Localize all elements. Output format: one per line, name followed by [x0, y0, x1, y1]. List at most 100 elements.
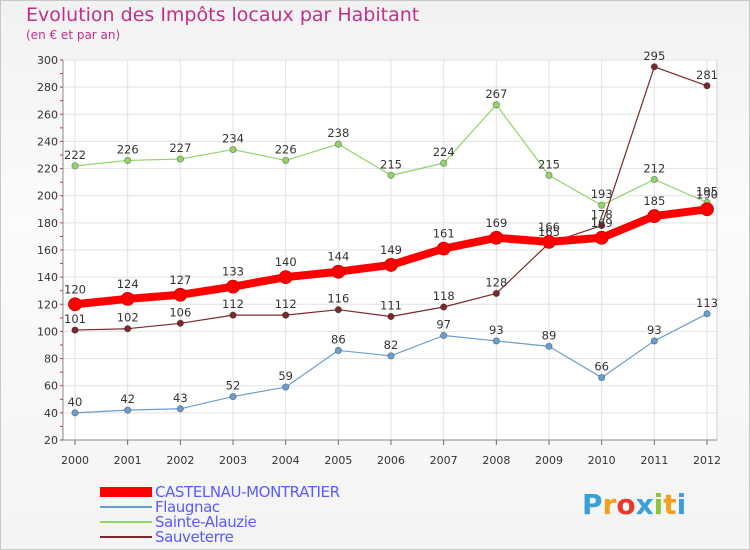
- data-label-sauveterre: 118: [433, 289, 455, 303]
- data-label-sainte-alauzie: 226: [117, 142, 139, 156]
- legend-swatch: [100, 506, 152, 508]
- data-point-flaugnac: [334, 346, 342, 355]
- data-label-flaugnac: 97: [436, 318, 451, 332]
- data-point-castelnau-montratier: [700, 202, 714, 217]
- data-point-sauveterre: [492, 289, 500, 298]
- x-tick-label: 2007: [430, 454, 458, 467]
- data-label-flaugnac: 40: [68, 395, 83, 409]
- legend-label: CASTELNAU-MONTRATIER: [155, 483, 340, 501]
- y-tick-label: 140: [37, 271, 58, 284]
- x-tick-label: 2008: [482, 454, 510, 467]
- legend-label: Sauveterre: [155, 528, 234, 546]
- data-label-flaugnac: 93: [647, 323, 662, 337]
- legend-swatch: [100, 521, 152, 523]
- data-label-flaugnac: 86: [331, 332, 346, 346]
- data-label-flaugnac: 59: [278, 369, 293, 383]
- data-label-flaugnac: 113: [696, 296, 718, 310]
- logo-letter: i: [676, 488, 687, 521]
- x-tick-label: 2009: [535, 454, 563, 467]
- data-label-castelnau-montratier: 144: [327, 250, 349, 264]
- chart-title: Evolution des Impôts locaux par Habitant: [26, 4, 420, 26]
- data-point-castelnau-montratier: [68, 297, 82, 312]
- data-point-flaugnac: [703, 310, 711, 318]
- data-point-sainte-alauzie: [545, 171, 553, 179]
- data-point-castelnau-montratier: [489, 230, 504, 245]
- data-point-sauveterre: [334, 306, 342, 314]
- proxiti-logo: Proxiti: [582, 488, 686, 521]
- data-point-sauveterre: [282, 311, 290, 319]
- data-label-castelnau-montratier: 120: [64, 282, 86, 296]
- x-tick-label: 2000: [61, 454, 89, 467]
- data-label-sauveterre: 165: [538, 225, 560, 239]
- data-point-flaugnac: [387, 352, 395, 360]
- data-label-sauveterre: 112: [222, 297, 244, 311]
- data-point-flaugnac: [176, 405, 184, 413]
- x-tick-label: 2005: [324, 454, 352, 467]
- data-label-castelnau-montratier: 190: [696, 187, 718, 201]
- data-point-flaugnac: [598, 373, 606, 382]
- logo-letter: r: [602, 488, 617, 521]
- data-point-sainte-alauzie: [387, 171, 395, 179]
- data-label-castelnau-montratier: 185: [643, 194, 665, 208]
- legend-swatch: [100, 536, 152, 538]
- data-label-castelnau-montratier: 149: [380, 243, 402, 257]
- data-label-sainte-alauzie: 267: [485, 87, 507, 101]
- data-label-sauveterre: 102: [117, 311, 139, 325]
- data-point-flaugnac: [650, 337, 658, 345]
- x-tick-label: 2004: [272, 454, 300, 467]
- x-tick-label: 2001: [114, 454, 142, 467]
- legend-item: Flaugnac: [100, 498, 400, 516]
- data-label-sauveterre: 111: [380, 299, 402, 313]
- x-tick-label: 2011: [640, 454, 668, 467]
- y-tick-label: 180: [37, 217, 58, 230]
- data-point-sainte-alauzie: [598, 201, 606, 209]
- data-label-castelnau-montratier: 127: [169, 273, 191, 287]
- data-point-sainte-alauzie: [124, 156, 132, 165]
- legend-label: Flaugnac: [155, 498, 220, 516]
- y-tick-label: 120: [37, 298, 58, 311]
- data-label-castelnau-montratier: 124: [117, 277, 139, 291]
- data-label-sauveterre: 106: [169, 305, 191, 319]
- data-point-castelnau-montratier: [331, 264, 346, 279]
- data-point-flaugnac: [440, 331, 448, 340]
- data-point-flaugnac: [229, 392, 237, 401]
- y-tick-label: 220: [37, 163, 58, 176]
- data-point-flaugnac: [545, 342, 553, 350]
- y-tick-label: 60: [44, 380, 58, 393]
- x-tick-label: 2003: [219, 454, 247, 467]
- y-tick-label: 20: [44, 434, 58, 447]
- data-point-flaugnac: [282, 383, 290, 391]
- legend: CASTELNAU-MONTRATIER Flaugnac Sainte-Alauz…: [100, 483, 400, 546]
- logo-letter: o: [616, 488, 636, 521]
- legend-item: Sauveterre: [100, 528, 400, 546]
- data-label-flaugnac: 52: [226, 379, 241, 393]
- logo-letter: i: [653, 488, 664, 521]
- y-tick-label: 260: [37, 108, 58, 121]
- data-point-sauveterre: [71, 326, 79, 334]
- data-point-sauveterre: [124, 325, 132, 333]
- data-point-sainte-alauzie: [334, 140, 342, 148]
- data-point-sainte-alauzie: [229, 145, 237, 154]
- data-point-flaugnac: [492, 337, 500, 345]
- x-tick-label: 2012: [693, 454, 721, 467]
- data-point-castelnau-montratier: [647, 209, 662, 223]
- data-label-castelnau-montratier: 166: [538, 220, 560, 234]
- data-point-sauveterre: [176, 319, 184, 327]
- data-point-sauveterre: [440, 303, 448, 311]
- data-label-sainte-alauzie: 224: [433, 145, 455, 159]
- data-label-flaugnac: 93: [489, 323, 504, 337]
- data-label-flaugnac: 89: [542, 328, 557, 342]
- data-point-sauveterre: [387, 312, 395, 321]
- data-label-castelnau-montratier: 161: [433, 227, 455, 241]
- data-label-sainte-alauzie: 195: [696, 185, 718, 199]
- data-point-castelnau-montratier: [594, 230, 609, 245]
- logo-letter: P: [582, 488, 603, 521]
- y-tick-label: 80: [44, 353, 58, 366]
- data-point-sauveterre: [650, 63, 658, 71]
- chart-subtitle: (en € et par an): [26, 28, 121, 42]
- x-tick-label: 2006: [377, 454, 405, 467]
- data-label-castelnau-montratier: 169: [485, 216, 507, 230]
- data-point-castelnau-montratier: [436, 241, 451, 256]
- data-point-sainte-alauzie: [650, 175, 658, 184]
